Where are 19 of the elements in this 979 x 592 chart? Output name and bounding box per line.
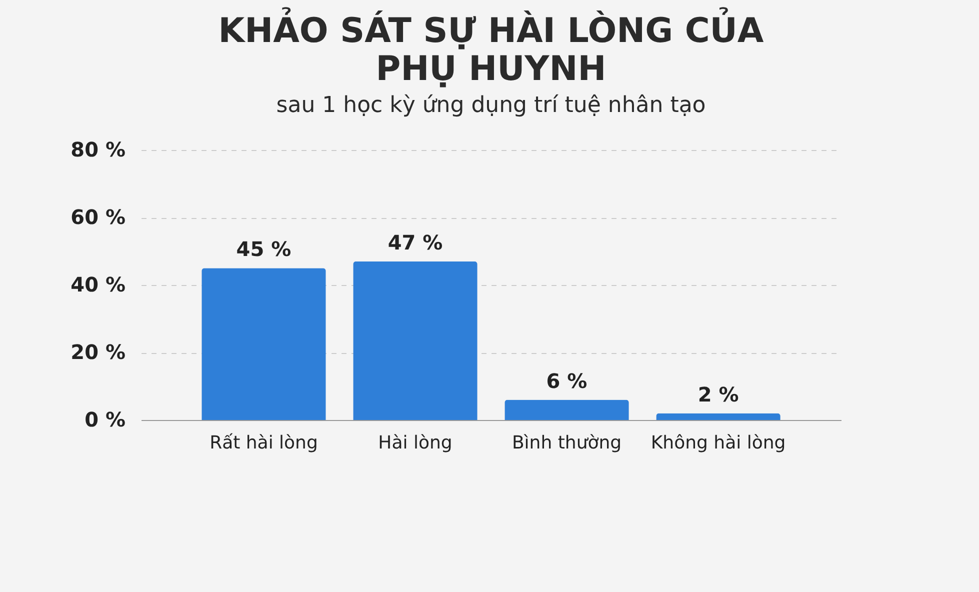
x-tick-label: Bình thường <box>512 432 622 454</box>
bar <box>353 261 478 420</box>
chart-subtitle: sau 1 học kỳ ứng dụng trí tuệ nhân tạo <box>276 93 706 118</box>
data-label: 2 % <box>698 382 739 406</box>
data-label: 47 % <box>388 230 443 254</box>
data-label: 6 % <box>546 368 588 393</box>
bar <box>504 400 629 420</box>
bar <box>202 268 326 420</box>
data-label: 45 % <box>236 237 292 262</box>
bar <box>656 413 780 420</box>
x-tick-label: Không hài lòng <box>650 432 786 454</box>
y-tick-label: 40 % <box>70 272 126 296</box>
y-tick-label: 80 % <box>70 138 126 162</box>
chart-title: KHẢO SÁT SỰ HÀI LÒNG CỦA PHỤ HUYNH <box>218 7 764 89</box>
y-tick-label: 0 % <box>84 408 126 432</box>
x-tick-label: Rất hài lòng <box>210 432 318 454</box>
y-tick-label: 60 % <box>70 205 126 229</box>
y-tick-label: 20 % <box>70 340 126 364</box>
x-tick-label: Hài lòng <box>378 432 452 454</box>
